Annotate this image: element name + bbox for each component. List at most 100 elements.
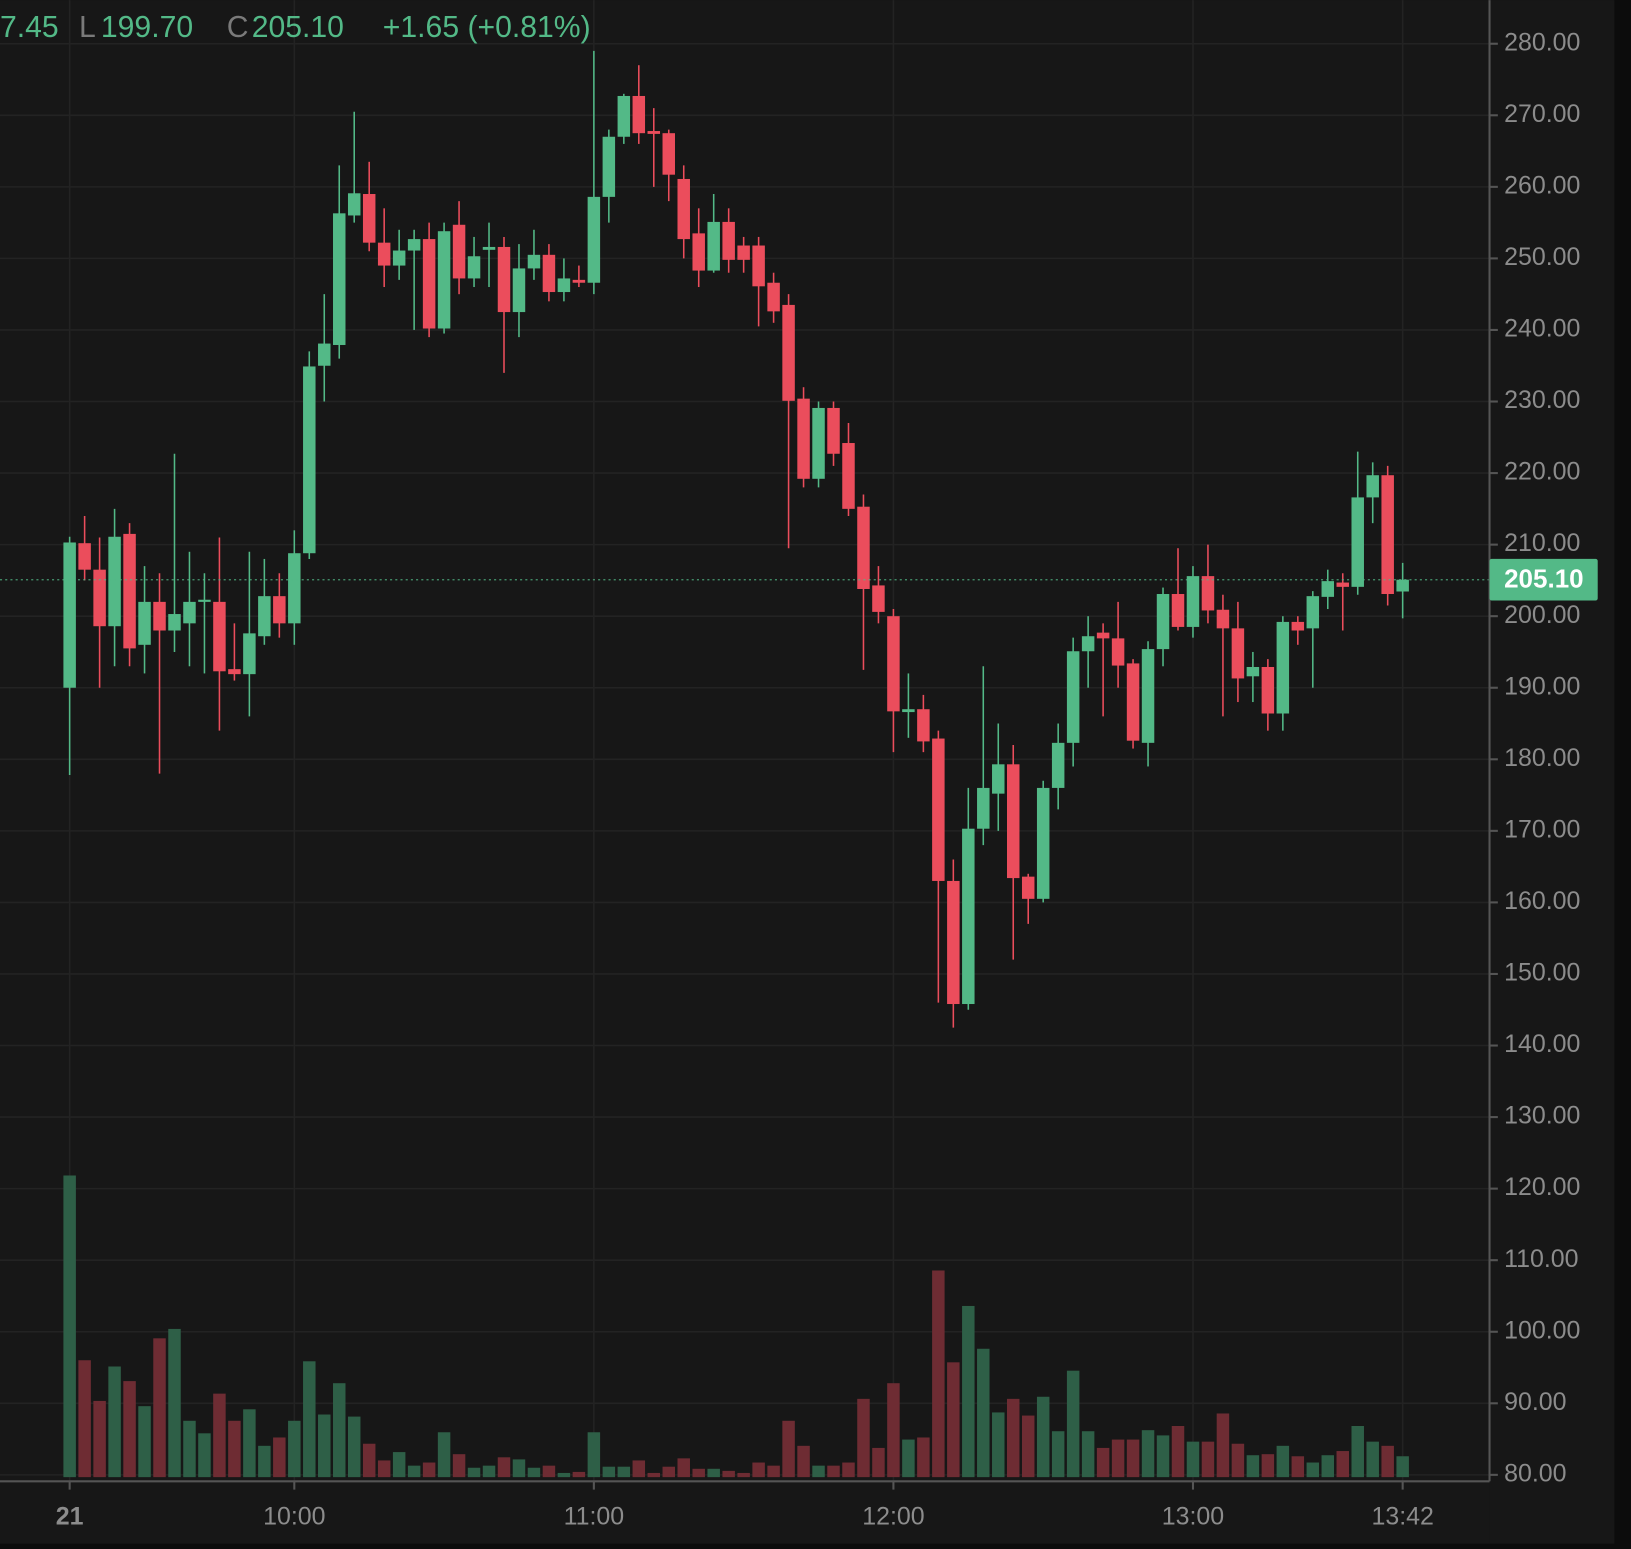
y-tick-label: 150.00 (1504, 959, 1580, 987)
volume-bar (183, 1420, 196, 1478)
volume-bar (797, 1445, 810, 1478)
y-tick-label: 260.00 (1504, 171, 1580, 199)
candle-body (467, 256, 481, 279)
candle-body (198, 599, 211, 602)
candle-body (932, 738, 945, 881)
candle-body (647, 131, 661, 134)
y-tick-label: 220.00 (1504, 458, 1580, 486)
candle-body (1081, 636, 1095, 652)
candle-body (1201, 576, 1215, 611)
volume-bar (1066, 1370, 1080, 1478)
volume-bar (228, 1420, 241, 1478)
right-edge (1614, 0, 1631, 1549)
volume-bar (857, 1398, 870, 1478)
header-close-label: C (227, 11, 249, 44)
volume-bar (707, 1468, 720, 1478)
candle-body (1231, 628, 1245, 679)
candle-body (273, 596, 286, 624)
candle-body (108, 536, 121, 627)
candle-body (333, 213, 346, 345)
volume-pane (63, 1175, 1409, 1478)
y-tick-label: 100.00 (1504, 1316, 1580, 1344)
candle-body (303, 366, 316, 554)
last-price-label: 205.10 (1504, 564, 1584, 594)
candle-body (812, 407, 825, 479)
candle-body (752, 245, 765, 287)
candle-body (617, 95, 631, 137)
volume-bar (437, 1432, 451, 1478)
volume-bar (1306, 1462, 1320, 1478)
candle-body (392, 250, 406, 266)
volume-bar (1186, 1441, 1200, 1478)
volume-bar (692, 1468, 705, 1478)
candle-body (1261, 666, 1275, 714)
volume-bar (318, 1414, 331, 1478)
volume-bar (737, 1472, 750, 1478)
volume-bar (303, 1361, 316, 1478)
candle-body (138, 601, 151, 645)
volume-bar (392, 1452, 406, 1478)
volume-bar (1336, 1451, 1349, 1478)
candle-body (288, 553, 301, 624)
candle-body (602, 136, 616, 197)
volume-bar (527, 1467, 541, 1478)
candle-body (347, 193, 361, 216)
y-tick-label: 140.00 (1504, 1030, 1580, 1058)
axes: 280.00 270.00 260.00 250.00 240.00 230.00 220.… (56, 28, 1598, 1530)
last-price-box (1489, 558, 1598, 601)
volume-bar (1231, 1443, 1245, 1478)
candle-body (213, 601, 226, 672)
candle-body (63, 542, 76, 688)
volume-bar (812, 1465, 825, 1478)
candle-body (557, 278, 571, 293)
volume-bar (632, 1460, 646, 1478)
candle-body (1111, 638, 1125, 666)
candle-body (692, 233, 705, 271)
candle-body (917, 709, 930, 742)
volume-bar (662, 1466, 675, 1478)
candle-body (407, 239, 421, 251)
volume-bar (1291, 1456, 1305, 1478)
volume-bar (63, 1175, 76, 1478)
volume-bar (1351, 1425, 1364, 1478)
candle-body (662, 133, 675, 175)
candle-body (318, 343, 331, 366)
volume-bar (347, 1416, 361, 1478)
y-tick-label: 180.00 (1504, 744, 1580, 772)
volume-bar (947, 1362, 960, 1478)
volume-bar (123, 1381, 136, 1478)
x-tick-label: 21 (56, 1502, 84, 1530)
candle-body (572, 279, 586, 283)
volume-bar (153, 1338, 166, 1478)
volume-bar (452, 1454, 466, 1478)
volume-bar (482, 1465, 496, 1478)
y-tick-label: 270.00 (1504, 100, 1580, 128)
volume-bar (767, 1465, 780, 1478)
candle-body (1216, 609, 1230, 629)
volume-bar (542, 1465, 556, 1478)
candle-body (1096, 632, 1110, 639)
candle-body (1321, 581, 1335, 597)
y-tick-label: 210.00 (1504, 529, 1580, 557)
volume-bar (362, 1443, 376, 1478)
candle-body (1156, 594, 1170, 650)
volume-bar (602, 1466, 616, 1478)
candle-body (527, 254, 541, 269)
volume-bar (407, 1465, 421, 1478)
candle-body (362, 194, 376, 243)
y-tick-label: 190.00 (1504, 672, 1580, 700)
candle-body (422, 239, 436, 329)
volume-bar (617, 1466, 631, 1478)
candle-body (1246, 666, 1260, 677)
y-tick-label: 250.00 (1504, 243, 1580, 271)
volume-bar (198, 1433, 211, 1478)
candle-body (1291, 621, 1305, 631)
header-change: +1.65 (+0.81%) (383, 11, 591, 44)
legend-header: 7.45 L 199.70 C 205.10 +1.65 (+0.81%) (0, 11, 591, 44)
volume-bar (782, 1420, 795, 1478)
candle-body (93, 569, 106, 627)
volume-bar (917, 1437, 930, 1478)
volume-bar (587, 1432, 601, 1478)
